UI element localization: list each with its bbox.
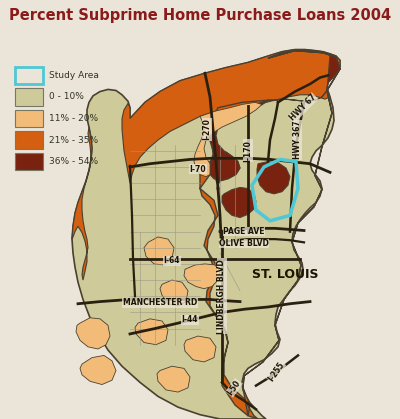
Polygon shape (76, 318, 110, 349)
Polygon shape (80, 355, 116, 385)
Text: I-270: I-270 (202, 118, 212, 140)
Polygon shape (194, 102, 262, 177)
Polygon shape (135, 319, 168, 345)
Text: HWY 67: HWY 67 (288, 93, 318, 123)
FancyBboxPatch shape (15, 67, 43, 84)
Polygon shape (184, 336, 216, 362)
Polygon shape (160, 280, 188, 306)
FancyBboxPatch shape (15, 88, 43, 106)
Text: I-170: I-170 (244, 140, 252, 162)
Text: 36% - 54%: 36% - 54% (49, 157, 98, 166)
Text: PAGE AVE: PAGE AVE (223, 227, 265, 236)
Polygon shape (208, 51, 340, 181)
Polygon shape (222, 187, 256, 217)
FancyBboxPatch shape (15, 132, 43, 149)
Polygon shape (257, 162, 290, 194)
Polygon shape (184, 264, 220, 289)
FancyBboxPatch shape (15, 153, 43, 170)
Polygon shape (122, 49, 340, 183)
Text: Percent Subprime Home Purchase Loans 2004: Percent Subprime Home Purchase Loans 200… (9, 8, 391, 23)
Text: 21% - 35%: 21% - 35% (49, 135, 98, 145)
Text: 0 - 10%: 0 - 10% (49, 93, 84, 101)
Polygon shape (216, 152, 240, 185)
Polygon shape (144, 237, 174, 265)
FancyBboxPatch shape (15, 110, 43, 127)
Text: I-64: I-64 (164, 256, 180, 265)
Text: I-44: I-44 (182, 316, 198, 324)
Text: 11% - 20%: 11% - 20% (49, 114, 98, 123)
Text: OLIVE BLVD: OLIVE BLVD (219, 239, 269, 248)
Polygon shape (157, 366, 190, 392)
Text: HWY 367: HWY 367 (292, 121, 302, 159)
Text: ST. LOUIS: ST. LOUIS (252, 268, 318, 281)
Text: MANCHESTER RD: MANCHESTER RD (123, 298, 197, 307)
Polygon shape (72, 49, 340, 419)
Text: LINDBERGH BLVD: LINDBERGH BLVD (218, 259, 226, 334)
Text: Study Area: Study Area (49, 71, 99, 80)
Polygon shape (72, 127, 92, 280)
Polygon shape (200, 51, 340, 419)
Text: I-70: I-70 (190, 165, 206, 173)
Text: I-50: I-50 (226, 378, 242, 397)
Text: I-255: I-255 (266, 360, 286, 383)
